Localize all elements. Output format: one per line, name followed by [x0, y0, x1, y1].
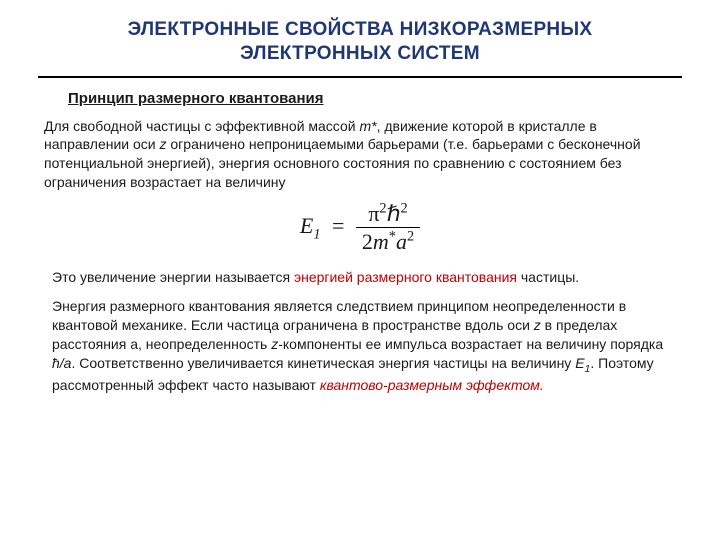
- num-pi-sup: 2: [379, 201, 386, 217]
- equals-sign: =: [326, 213, 350, 238]
- paragraph-1: Для свободной частицы с эффективной масс…: [44, 117, 676, 193]
- den-star: *: [389, 229, 396, 245]
- num-hbar: ℏ: [387, 201, 401, 226]
- paragraph-2: Это увеличение энергии называется энерги…: [52, 268, 676, 287]
- p2-text-a: Это увеличение энергии называется: [52, 269, 294, 285]
- formula-lhs-sub: 1: [313, 227, 320, 243]
- paragraph-3: Энергия размерного квантования является …: [52, 297, 676, 395]
- p3-text-d: . Соответственно увеличивается кинетичес…: [71, 355, 575, 371]
- p3-E: E: [575, 355, 584, 371]
- den-two: 2: [362, 229, 373, 254]
- den-m: m: [373, 229, 389, 254]
- horizontal-rule: [38, 76, 682, 78]
- p3-z1: z: [534, 317, 541, 333]
- den-a: a: [396, 229, 407, 254]
- num-pi: π: [368, 201, 379, 226]
- p1-mstar: m*: [359, 118, 376, 134]
- formula-lhs-var: E: [300, 213, 313, 238]
- title-line-1: ЭЛЕКТРОННЫЕ СВОЙСТВА НИЗКОРАЗМЕРНЫХ: [128, 19, 593, 40]
- p1-z: z: [160, 136, 167, 152]
- num-hbar-sup: 2: [401, 201, 408, 217]
- formula-e1: E1 = π2ℏ2 2m*a2: [300, 202, 420, 254]
- slide-page: ЭЛЕКТРОННЫЕ СВОЙСТВА НИЗКОРАЗМЕРНЫХ ЭЛЕК…: [0, 0, 720, 540]
- p2-text-b: частицы.: [517, 269, 579, 285]
- formula-denominator: 2m*a2: [356, 228, 420, 254]
- p3-highlight: квантово-размерным эффектом.: [320, 377, 544, 393]
- p3-hbar-a: ħ/a: [52, 355, 71, 371]
- p3-text-c: -компоненты ее импульса возрастает на ве…: [278, 336, 663, 352]
- p1-text-a: Для свободной частицы с эффективной масс…: [44, 118, 359, 134]
- den-a-sup: 2: [407, 229, 414, 245]
- formula-fraction: π2ℏ2 2m*a2: [356, 202, 420, 254]
- section-subtitle: Принцип размерного квантования: [68, 90, 682, 107]
- p2-highlight: энергией размерного квантования: [294, 269, 517, 285]
- title-line-2: ЭЛЕКТРОННЫХ СИСТЕМ: [240, 43, 480, 64]
- slide-title: ЭЛЕКТРОННЫЕ СВОЙСТВА НИЗКОРАЗМЕРНЫХ ЭЛЕК…: [38, 18, 682, 66]
- formula-block: E1 = π2ℏ2 2m*a2: [38, 202, 682, 254]
- formula-numerator: π2ℏ2: [356, 202, 420, 228]
